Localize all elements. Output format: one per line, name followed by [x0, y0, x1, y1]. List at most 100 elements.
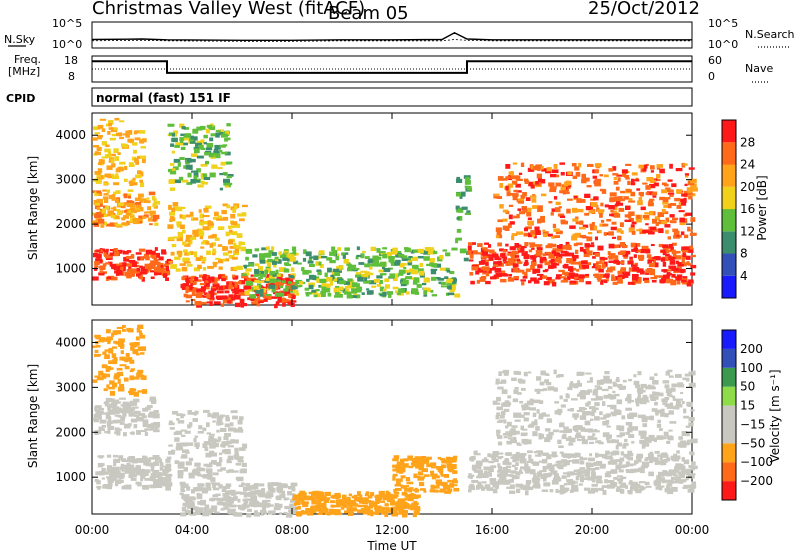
velocity-cells-cell	[615, 464, 621, 470]
power-cells-cell	[612, 173, 619, 176]
velocity-cells-cell	[671, 383, 679, 388]
power-cells-cell	[367, 259, 373, 264]
power-cells-cell	[483, 266, 490, 272]
power-cells-cell	[109, 252, 114, 256]
power-cells-cell	[559, 190, 565, 194]
velocity-cells-cell	[585, 473, 591, 477]
velocity-cells-cell	[103, 337, 108, 342]
power-cells-cell	[205, 160, 209, 165]
velocity-cells-cell	[607, 480, 615, 483]
velocity-cells-cell	[227, 509, 234, 512]
power-cells-cell	[289, 277, 294, 282]
power-cells-cell	[125, 212, 132, 216]
velocity-cells-cell	[590, 487, 597, 492]
power-cells-cell	[182, 229, 186, 234]
velocity-cells-cell	[567, 408, 574, 412]
velocity-cells-cell	[357, 509, 364, 514]
power-cells-cell	[127, 193, 132, 196]
velocity-cells-cell	[612, 390, 616, 394]
velocity-cells-cell	[592, 475, 600, 480]
power-cells-cell	[106, 189, 110, 193]
velocity-cells-cell	[556, 490, 563, 493]
power-cells-cell	[96, 174, 101, 179]
power-cells-cell	[594, 236, 598, 241]
power-cells-cell	[467, 186, 472, 191]
velocity-cells-cell	[344, 510, 349, 514]
velocity-cells-cell	[400, 475, 406, 479]
power-cells-cell	[602, 223, 609, 227]
velocity-cells-cell	[615, 459, 621, 462]
power-cells-cell	[670, 266, 675, 271]
power-cells-cell	[511, 235, 515, 241]
power-cells-cell	[175, 268, 181, 272]
velocity-cells-cell	[505, 465, 512, 468]
velocity-cells-cell	[664, 488, 672, 493]
power-cells-cell	[594, 163, 602, 168]
power-cells-cell	[632, 179, 640, 182]
power-cells-cell	[650, 165, 655, 170]
power-cells-cell	[662, 201, 669, 205]
velocity-cells-cell	[610, 439, 616, 443]
velocity-cells-cell	[676, 450, 680, 454]
power-cells-cell	[245, 248, 253, 254]
velocity-cells-cell	[189, 506, 195, 509]
power-cells-cell	[184, 261, 191, 264]
velocity-cells-cell	[217, 436, 222, 441]
power-cells-cell	[93, 199, 97, 205]
power-cells-cell	[507, 223, 512, 228]
power-cells-cell	[184, 243, 191, 247]
velocity-cells-cell	[111, 426, 115, 430]
power-cells-cell	[161, 249, 166, 254]
power-cells-cell	[688, 279, 694, 283]
velocity-cells-cell	[667, 438, 671, 441]
power-cells-cell	[191, 158, 196, 163]
power-cells-cell	[584, 212, 590, 216]
velocity-cells-cell	[529, 398, 534, 402]
power-cells-cell	[523, 232, 529, 237]
power-cells-cell	[199, 283, 206, 286]
velocity-cells-cell	[521, 428, 528, 431]
power-cells-cell	[200, 139, 205, 144]
power-cells-cell	[353, 268, 360, 271]
power-cells-cell	[668, 255, 672, 259]
velocity-cells-cell	[208, 439, 215, 442]
velocity-cells-cell	[402, 463, 409, 468]
velocity-cells-cell	[129, 474, 134, 479]
power-cells-cell	[271, 252, 277, 256]
velocity-cells-cell	[653, 391, 660, 396]
power-cells-cell	[102, 189, 108, 192]
velocity-cells-cell	[554, 401, 560, 404]
power-cells-cell	[233, 294, 241, 300]
power-cells-cell	[532, 166, 540, 171]
velocity-cells-cell	[681, 467, 686, 470]
power-cells-cell	[499, 204, 504, 209]
power-cells-cell	[676, 189, 680, 194]
velocity-cells-cell	[235, 491, 241, 495]
velocity-cells-cell	[149, 397, 154, 402]
power-cells-cell	[437, 277, 445, 281]
power-cells-cell	[477, 267, 482, 273]
velocity-cells-cell	[664, 479, 670, 483]
power-cells-cell	[275, 269, 279, 275]
velocity-cells-cell	[549, 467, 555, 472]
power-cells-cell	[400, 255, 408, 259]
power-cells-cell	[530, 230, 536, 235]
velocity-cells-cell	[663, 431, 669, 437]
power-cells-cell	[158, 256, 164, 261]
power-cells-cell	[222, 172, 228, 175]
power-cells-cell	[207, 265, 214, 269]
velocity-cells-cell	[600, 379, 604, 382]
power-cells-cell	[107, 276, 113, 279]
power-cells-cell	[365, 275, 369, 278]
velocity-cells-cell	[357, 504, 365, 508]
velocity-cells-cell	[382, 496, 388, 501]
velocity-cells-cell	[598, 441, 604, 445]
velocity-cells-cell	[648, 456, 655, 461]
power-cells-cell	[669, 220, 677, 224]
power-cells-cell	[315, 261, 319, 266]
power-cells-cell	[107, 130, 111, 135]
velocity-cells-cell	[585, 372, 592, 375]
power-cells-cell	[229, 282, 237, 288]
power-cells-cell	[132, 218, 140, 223]
power-cells-cell	[334, 253, 340, 256]
